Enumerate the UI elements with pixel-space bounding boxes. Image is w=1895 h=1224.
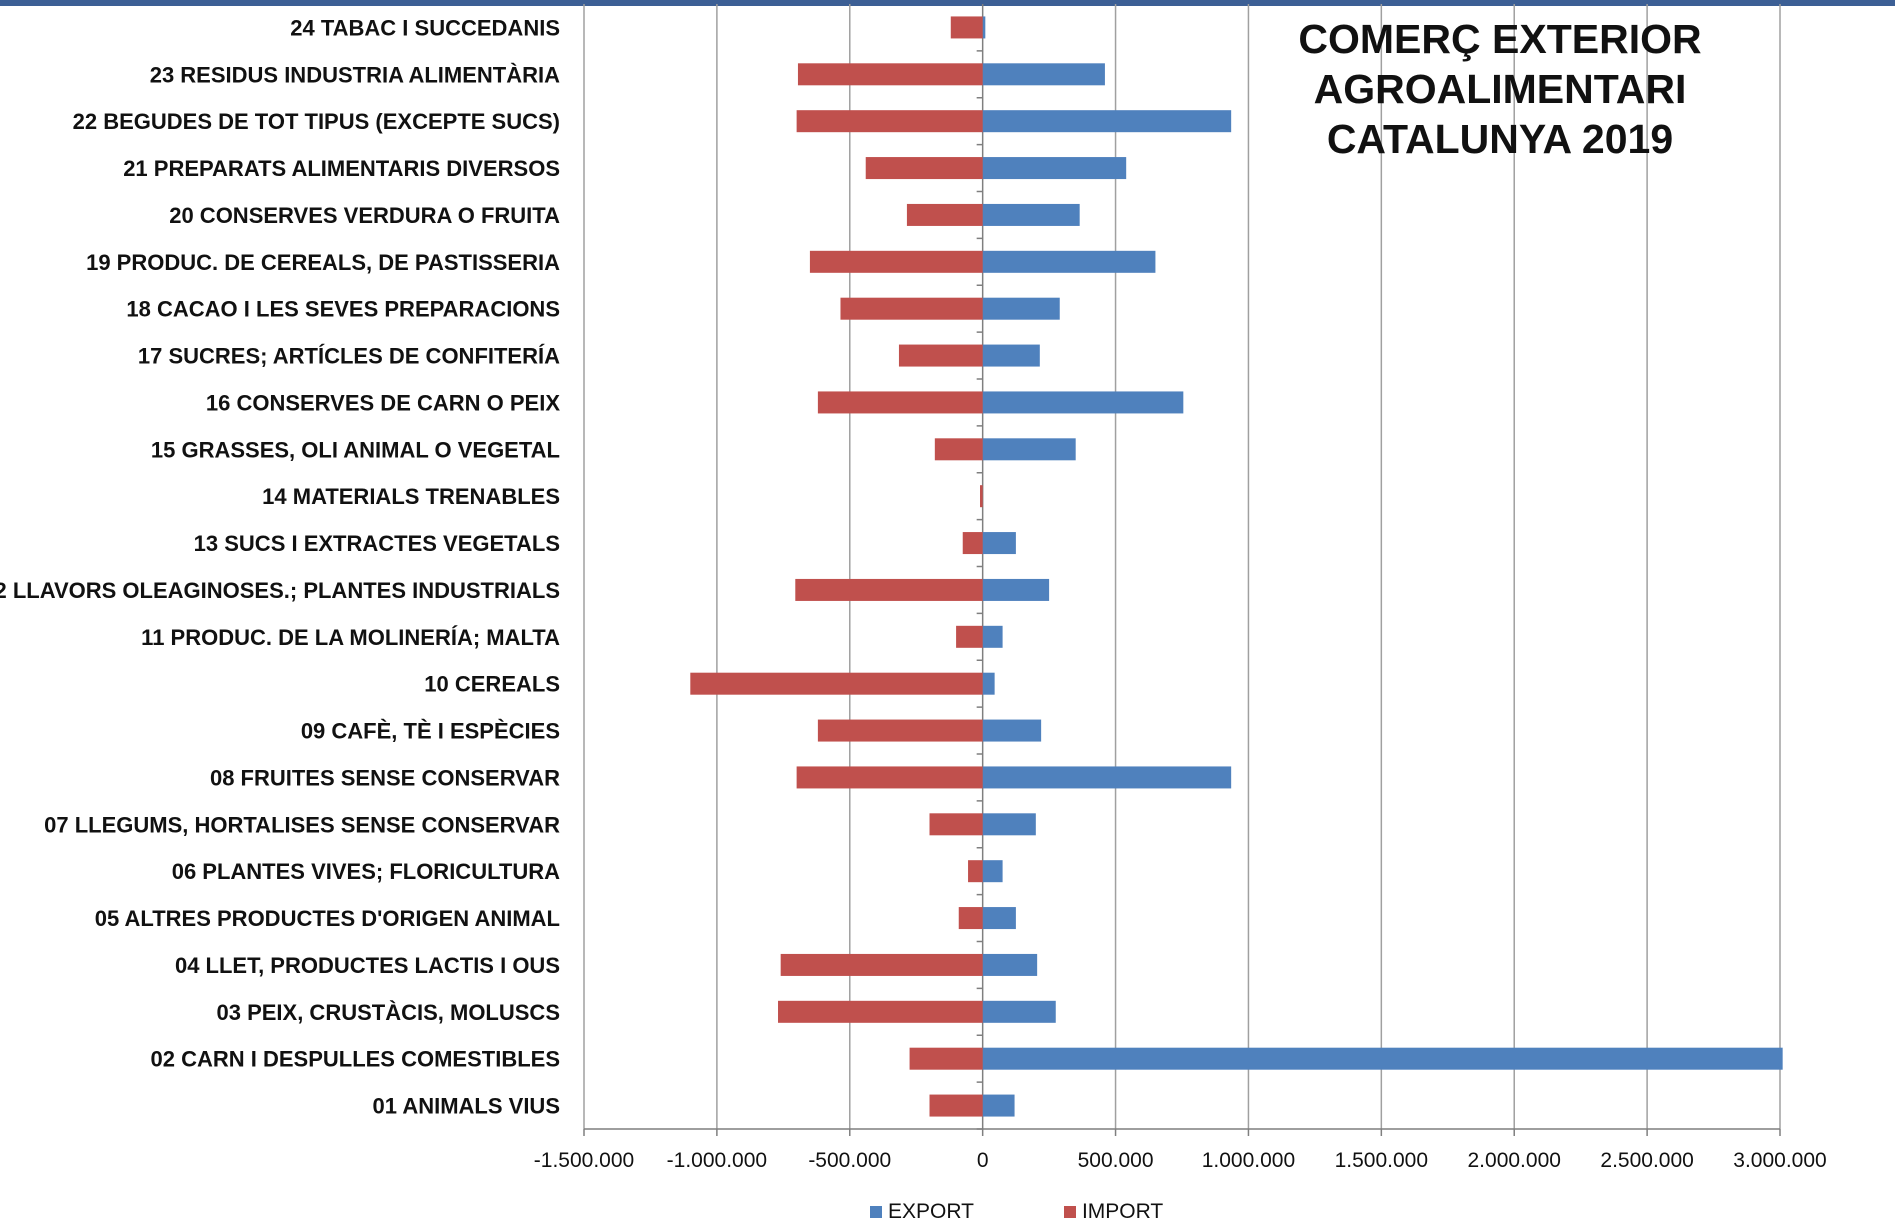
x-tick-label: -1.000.000 <box>667 1149 767 1172</box>
import-bar <box>962 532 983 555</box>
chart-title-block: COMERÇ EXTERIOR AGROALIMENTARI CATALUNYA… <box>1110 14 1890 164</box>
import-bar <box>809 250 983 273</box>
import-bar <box>817 719 983 742</box>
export-bar <box>982 344 1040 367</box>
export-bar <box>982 860 1003 883</box>
import-bar <box>956 625 983 648</box>
legend-item-import: IMPORT <box>1063 1200 1164 1224</box>
category-label: 09 CAFÈ, TÈ I ESPÈCIES <box>301 719 560 744</box>
export-bar <box>982 766 1232 789</box>
import-bar <box>796 110 983 133</box>
x-tick-label: 1.000.000 <box>1202 1149 1295 1172</box>
import-bar <box>929 813 983 836</box>
category-label: 12 LLAVORS OLEAGINOSES.; PLANTES INDUSTR… <box>0 578 560 603</box>
category-label: 06 PLANTES VIVES; FLORICULTURA <box>172 859 560 884</box>
import-bar <box>980 485 983 508</box>
category-label: 22 BEGUDES DE TOT TIPUS (EXCEPTE SUCS) <box>73 109 560 134</box>
x-tick-label: 2.500.000 <box>1600 1149 1693 1172</box>
legend-item-export: EXPORT <box>870 1200 974 1224</box>
category-label: 23 RESIDUS INDUSTRIA ALIMENTÀRIA <box>150 62 560 87</box>
category-label: 08 FRUITES SENSE CONSERVAR <box>210 765 560 790</box>
import-bar <box>898 344 983 367</box>
export-bar <box>982 953 1038 976</box>
export-bar <box>982 578 1050 601</box>
category-label: 19 PRODUC. DE CEREALS, DE PASTISSERIA <box>86 250 560 275</box>
category-label: 15 GRASSES, OLI ANIMAL O VEGETAL <box>151 437 560 462</box>
import-bar <box>929 1094 983 1117</box>
x-tick-label: 2.000.000 <box>1468 1149 1561 1172</box>
export-bar <box>982 157 1127 180</box>
import-bar <box>906 203 983 226</box>
category-label: 01 ANIMALS VIUS <box>373 1094 560 1119</box>
import-bar <box>934 438 983 461</box>
category-label: 17 SUCRES; ARTÍCLES DE CONFITERÍA <box>138 344 560 369</box>
category-label: 07 LLEGUMS, HORTALISES SENSE CONSERVAR <box>44 812 560 837</box>
import-bar <box>795 578 983 601</box>
export-bar <box>982 63 1105 86</box>
category-label: 03 PEIX, CRUSTÀCIS, MOLUSCS <box>216 1000 560 1025</box>
import-bar <box>796 766 983 789</box>
legend: EXPORT IMPORT <box>870 1200 1253 1224</box>
category-label: 24 TABAC I SUCCEDANIS <box>290 15 560 40</box>
export-bar <box>982 438 1076 461</box>
export-bar <box>982 1000 1056 1023</box>
category-label: 16 CONSERVES DE CARN O PEIX <box>206 390 560 415</box>
legend-label-import: IMPORT <box>1081 1200 1164 1223</box>
chart-subtitle: CATALUNYA 2019 <box>1326 116 1674 162</box>
category-label: 02 CARN I DESPULLES COMESTIBLES <box>150 1047 560 1072</box>
export-bar <box>982 110 1232 133</box>
x-tick-label: 3.000.000 <box>1733 1149 1826 1172</box>
export-bar <box>982 532 1016 555</box>
category-label: 11 PRODUC. DE LA MOLINERÍA; MALTA <box>141 625 560 650</box>
x-tick-label: 500.000 <box>1078 1149 1154 1172</box>
x-axis-ticks: -1.500.000 -1.000.000 -500.000 0 500.000 1.00… <box>534 1129 1827 1172</box>
import-bar <box>968 860 983 883</box>
export-bar <box>982 391 1184 414</box>
export-bar <box>982 672 995 695</box>
export-bar <box>982 203 1080 226</box>
top-border <box>0 0 1895 6</box>
x-tick-label: -1.500.000 <box>534 1149 634 1172</box>
export-bar <box>982 1047 1783 1070</box>
import-bar <box>690 672 983 695</box>
category-label: 20 CONSERVES VERDURA O FRUITA <box>169 203 560 228</box>
bars <box>690 16 1783 1117</box>
import-bar <box>865 157 983 180</box>
import-bar <box>778 1000 983 1023</box>
import-bar <box>840 297 983 320</box>
import-bar <box>780 953 983 976</box>
export-bar <box>982 813 1036 836</box>
export-bar <box>982 250 1156 273</box>
export-bar <box>982 16 986 39</box>
import-bar <box>817 391 983 414</box>
x-tick-label: -500.000 <box>808 1149 891 1172</box>
category-label: 21 PREPARATS ALIMENTARIS DIVERSOS <box>123 156 560 181</box>
category-labels: 24 TABAC I SUCCEDANIS 23 RESIDUS INDUSTRI… <box>0 15 560 1118</box>
legend-swatch-import <box>1063 1206 1076 1218</box>
grid-lines <box>583 4 1781 1130</box>
import-bar <box>950 16 983 39</box>
chart-title: COMERÇ EXTERIOR AGROALIMENTARI <box>1298 16 1702 112</box>
category-label: 18 CACAO I LES SEVES PREPARACIONS <box>126 297 560 322</box>
export-bar <box>982 1094 1015 1117</box>
import-bar <box>797 63 983 86</box>
category-label: 10 CEREALS <box>424 672 560 697</box>
legend-label-export: EXPORT <box>888 1200 974 1223</box>
import-bar <box>909 1047 983 1070</box>
export-bar <box>982 297 1060 320</box>
category-label: 04 LLET, PRODUCTES LACTIS I OUS <box>175 953 560 978</box>
category-label: 13 SUCS I EXTRACTES VEGETALS <box>194 531 560 556</box>
export-bar <box>982 907 1016 930</box>
export-bar <box>982 625 1003 648</box>
x-tick-label: 0 <box>977 1149 989 1172</box>
legend-swatch-export <box>870 1206 882 1218</box>
category-label: 05 ALTRES PRODUCTES D'ORIGEN ANIMAL <box>95 906 560 931</box>
import-bar <box>958 907 983 930</box>
x-tick-label: 1.500.000 <box>1335 1149 1428 1172</box>
export-bar <box>982 719 1042 742</box>
category-label: 14 MATERIALS TRENABLES <box>262 484 560 509</box>
